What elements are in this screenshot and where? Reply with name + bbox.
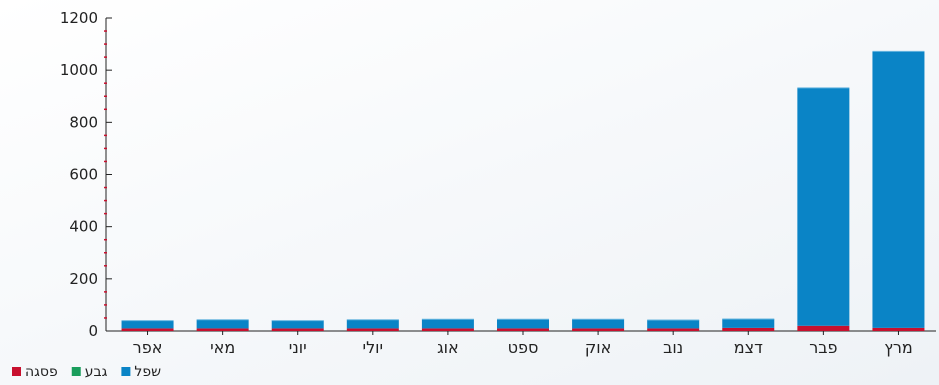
bar-segment	[497, 328, 549, 331]
bar-segment	[121, 320, 174, 329]
legend-swatch	[71, 367, 81, 376]
y-tick-label: 400	[69, 218, 98, 236]
bar-segment	[196, 328, 249, 331]
bar-segment	[346, 328, 399, 331]
bar-segment	[722, 319, 775, 328]
bars-layer	[121, 50, 925, 331]
bar-segment	[722, 327, 775, 331]
bar-segment	[797, 87, 850, 326]
bar-segment	[121, 328, 174, 331]
x-tick-label: יולי	[363, 338, 384, 357]
y-tick-label: 0	[88, 322, 98, 340]
x-tick-label: אפר	[133, 338, 163, 357]
x-tick-label: פבר	[809, 338, 837, 357]
bar-segment	[797, 325, 850, 331]
bar-segment	[346, 319, 399, 329]
labels-layer: 0 200 400 600 800 1000 1200 אפר מאי יוני יולי אוג ספ…	[60, 9, 913, 357]
x-tick-label: דצמ	[734, 338, 763, 357]
x-tick-label: יוני	[289, 338, 307, 357]
bar-segment	[647, 320, 700, 329]
bar-segment	[421, 319, 474, 329]
bar-segment	[271, 328, 324, 331]
x-tick-label: ספט	[508, 338, 539, 357]
y-tick-label: 1000	[60, 61, 98, 79]
legend-label: שפל	[134, 364, 161, 380]
x-tick-label: מאי	[210, 338, 235, 357]
bar-segment	[872, 51, 925, 328]
x-tick-label: אוק	[585, 338, 611, 357]
y-tick-label: 800	[69, 113, 98, 131]
x-tick-label: אוג	[437, 338, 459, 357]
bar-segment	[196, 319, 249, 329]
legend: פסגה גבע שפל	[12, 364, 161, 380]
y-tick-label: 600	[69, 166, 98, 184]
bar-segment	[872, 327, 925, 331]
x-tick-label: מרץ	[884, 338, 913, 357]
bar-segment	[572, 319, 625, 329]
bar-segment	[497, 319, 549, 329]
legend-label: פסגה	[25, 364, 58, 380]
x-tick-label: נוב	[663, 338, 683, 357]
legend-swatch	[12, 367, 21, 376]
legend-label: גבע	[85, 364, 108, 380]
bar-segment	[647, 328, 700, 331]
legend-swatch	[121, 367, 131, 376]
bar-segment	[271, 320, 324, 329]
bar-segment	[572, 328, 625, 331]
bar-segment	[421, 328, 474, 331]
y-tick-label: 200	[69, 270, 98, 288]
y-tick-label: 1200	[60, 9, 98, 27]
